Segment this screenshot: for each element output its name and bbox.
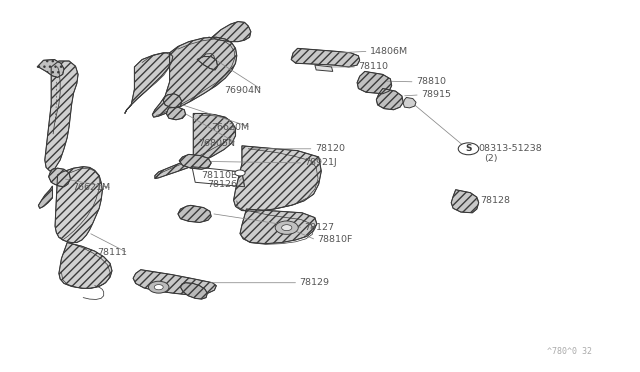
- Polygon shape: [163, 94, 182, 108]
- Circle shape: [275, 221, 298, 234]
- Text: 14806M: 14806M: [370, 47, 408, 56]
- Text: 78915: 78915: [421, 90, 451, 99]
- Text: 78128: 78128: [480, 196, 510, 205]
- Text: S: S: [465, 144, 472, 153]
- Polygon shape: [37, 60, 64, 77]
- Text: ^780^0 32: ^780^0 32: [547, 347, 592, 356]
- Circle shape: [154, 285, 163, 290]
- Polygon shape: [45, 61, 78, 171]
- Text: 78127: 78127: [305, 223, 335, 232]
- Text: (2): (2): [484, 154, 498, 163]
- Polygon shape: [234, 146, 321, 211]
- Text: 78110E: 78110E: [201, 171, 237, 180]
- Text: 78129: 78129: [300, 278, 330, 287]
- Circle shape: [458, 143, 479, 155]
- Polygon shape: [179, 154, 211, 169]
- Polygon shape: [403, 97, 416, 108]
- Polygon shape: [209, 22, 251, 42]
- Polygon shape: [180, 283, 207, 299]
- Polygon shape: [240, 209, 317, 244]
- Circle shape: [148, 281, 169, 293]
- Polygon shape: [38, 186, 52, 208]
- Text: 78810F: 78810F: [317, 235, 353, 244]
- Text: 78111: 78111: [97, 248, 127, 257]
- Text: 76621M: 76621M: [72, 183, 110, 192]
- Text: 78110: 78110: [358, 62, 388, 71]
- Polygon shape: [451, 190, 479, 213]
- Polygon shape: [178, 205, 211, 222]
- Text: 78126: 78126: [207, 180, 237, 189]
- Polygon shape: [133, 270, 216, 295]
- Circle shape: [282, 225, 292, 231]
- Polygon shape: [291, 48, 360, 67]
- Text: 78810: 78810: [416, 77, 446, 86]
- Text: 08313-51238: 08313-51238: [479, 144, 543, 153]
- Polygon shape: [59, 243, 112, 288]
- Text: 76904N: 76904N: [224, 86, 261, 94]
- Text: 76620M: 76620M: [211, 123, 250, 132]
- Polygon shape: [357, 71, 392, 94]
- Polygon shape: [197, 57, 218, 70]
- Text: 78120: 78120: [315, 144, 345, 153]
- Polygon shape: [155, 113, 236, 179]
- Text: 78921J: 78921J: [305, 158, 337, 167]
- Polygon shape: [152, 37, 237, 117]
- Polygon shape: [166, 107, 186, 120]
- Polygon shape: [55, 167, 102, 243]
- Text: 76805N: 76805N: [198, 139, 236, 148]
- Polygon shape: [315, 65, 333, 71]
- Polygon shape: [376, 89, 403, 110]
- Polygon shape: [49, 168, 70, 187]
- Polygon shape: [125, 53, 173, 113]
- Circle shape: [235, 170, 245, 176]
